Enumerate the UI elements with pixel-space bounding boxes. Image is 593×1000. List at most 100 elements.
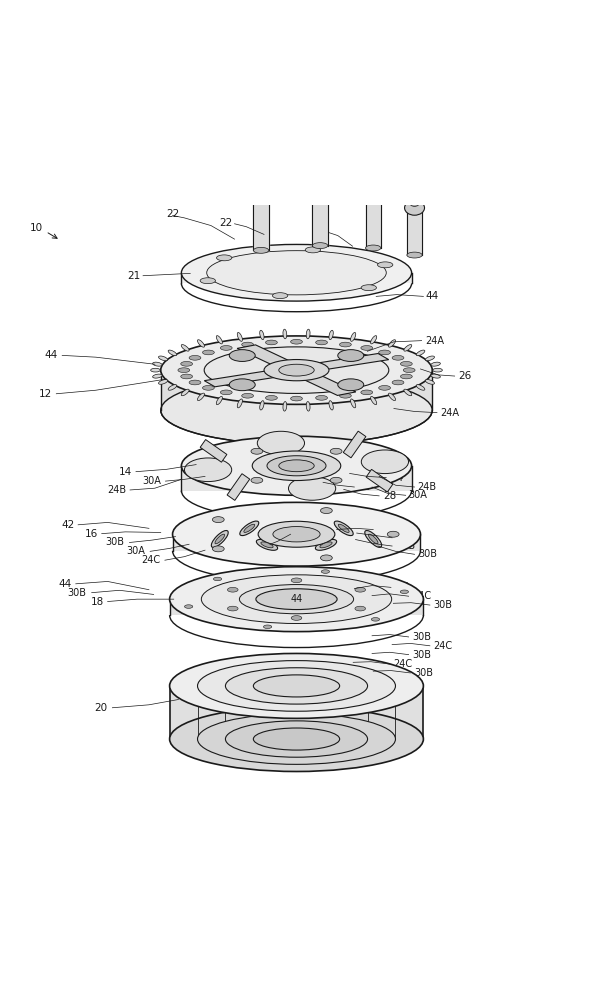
- Ellipse shape: [400, 590, 409, 594]
- Ellipse shape: [181, 374, 193, 379]
- Ellipse shape: [320, 508, 332, 514]
- Ellipse shape: [168, 385, 177, 390]
- Text: 22: 22: [219, 218, 232, 228]
- Ellipse shape: [151, 368, 160, 372]
- Text: 20: 20: [94, 703, 107, 713]
- Ellipse shape: [305, 247, 321, 253]
- Ellipse shape: [404, 389, 412, 396]
- Ellipse shape: [158, 356, 168, 361]
- Ellipse shape: [213, 577, 222, 581]
- Ellipse shape: [431, 374, 441, 378]
- Ellipse shape: [400, 374, 412, 379]
- Text: 34: 34: [390, 473, 403, 483]
- Ellipse shape: [355, 587, 365, 592]
- Polygon shape: [366, 469, 393, 492]
- Ellipse shape: [197, 714, 396, 764]
- Ellipse shape: [315, 340, 327, 345]
- Ellipse shape: [197, 340, 205, 347]
- Ellipse shape: [338, 379, 364, 391]
- Ellipse shape: [330, 477, 342, 483]
- Ellipse shape: [279, 364, 314, 376]
- Ellipse shape: [263, 625, 272, 629]
- Ellipse shape: [251, 189, 271, 203]
- Ellipse shape: [253, 247, 269, 253]
- Ellipse shape: [379, 350, 391, 355]
- Text: 44: 44: [426, 291, 439, 301]
- Ellipse shape: [306, 329, 310, 339]
- Text: 18: 18: [90, 597, 104, 607]
- Polygon shape: [173, 534, 420, 551]
- Ellipse shape: [207, 251, 386, 295]
- Text: 28: 28: [383, 491, 396, 501]
- Polygon shape: [170, 599, 423, 615]
- Polygon shape: [181, 466, 412, 491]
- Text: 32: 32: [263, 537, 276, 547]
- Ellipse shape: [181, 244, 412, 301]
- Ellipse shape: [221, 346, 232, 350]
- Ellipse shape: [252, 451, 341, 481]
- Ellipse shape: [253, 728, 340, 750]
- Ellipse shape: [200, 278, 215, 284]
- Ellipse shape: [410, 200, 419, 206]
- Ellipse shape: [256, 589, 337, 610]
- Ellipse shape: [251, 448, 263, 454]
- Ellipse shape: [212, 517, 224, 523]
- Ellipse shape: [339, 393, 351, 398]
- Polygon shape: [170, 686, 423, 739]
- Ellipse shape: [310, 180, 330, 195]
- Ellipse shape: [189, 355, 201, 360]
- Ellipse shape: [361, 390, 372, 395]
- Ellipse shape: [257, 189, 266, 195]
- Text: 24C: 24C: [141, 555, 160, 565]
- Ellipse shape: [253, 675, 340, 697]
- Ellipse shape: [244, 524, 255, 532]
- Ellipse shape: [355, 606, 365, 611]
- Ellipse shape: [407, 252, 422, 258]
- Ellipse shape: [291, 339, 302, 344]
- Text: 16: 16: [85, 529, 98, 539]
- Ellipse shape: [225, 668, 368, 704]
- Ellipse shape: [264, 360, 329, 381]
- Polygon shape: [227, 474, 250, 500]
- Ellipse shape: [365, 245, 381, 251]
- Ellipse shape: [184, 605, 193, 608]
- Ellipse shape: [350, 332, 356, 341]
- Ellipse shape: [371, 396, 377, 405]
- Text: 30B: 30B: [418, 549, 437, 559]
- Text: 44: 44: [59, 579, 72, 589]
- Text: 30B: 30B: [68, 588, 87, 598]
- Text: 42: 42: [62, 520, 75, 530]
- Ellipse shape: [364, 187, 383, 202]
- Ellipse shape: [240, 521, 259, 536]
- Text: 42: 42: [358, 482, 371, 492]
- Ellipse shape: [211, 531, 228, 547]
- Ellipse shape: [329, 401, 333, 410]
- Ellipse shape: [257, 431, 305, 455]
- Ellipse shape: [228, 606, 238, 611]
- Ellipse shape: [425, 356, 435, 361]
- Text: 44: 44: [45, 350, 58, 360]
- Text: 30B: 30B: [106, 537, 125, 547]
- Ellipse shape: [315, 539, 337, 550]
- Ellipse shape: [306, 402, 310, 411]
- Ellipse shape: [320, 542, 332, 548]
- Ellipse shape: [403, 368, 415, 373]
- Ellipse shape: [240, 585, 353, 614]
- Ellipse shape: [334, 521, 353, 536]
- Ellipse shape: [158, 380, 168, 384]
- Text: 24A: 24A: [441, 408, 460, 418]
- Ellipse shape: [204, 347, 389, 393]
- Ellipse shape: [229, 350, 255, 361]
- Ellipse shape: [288, 477, 336, 500]
- Polygon shape: [343, 431, 366, 458]
- Ellipse shape: [404, 200, 425, 215]
- Ellipse shape: [184, 458, 232, 482]
- Text: 14: 14: [119, 467, 132, 477]
- Ellipse shape: [272, 293, 288, 299]
- Ellipse shape: [291, 578, 302, 583]
- Ellipse shape: [258, 521, 335, 547]
- Ellipse shape: [197, 661, 396, 711]
- Ellipse shape: [365, 531, 382, 547]
- Ellipse shape: [279, 460, 314, 472]
- Ellipse shape: [221, 390, 232, 395]
